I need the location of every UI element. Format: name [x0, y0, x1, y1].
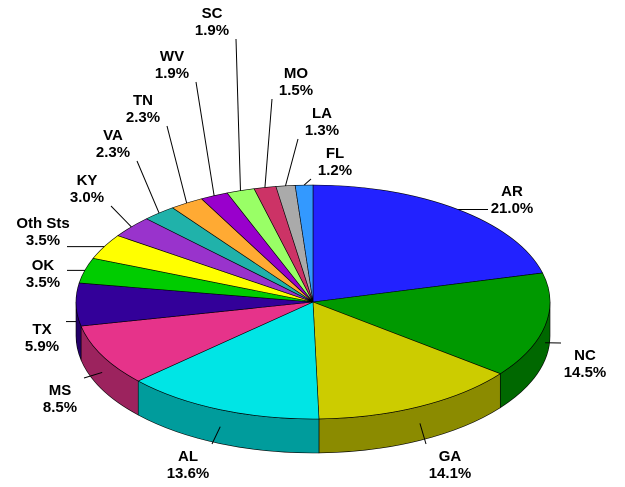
slice-label-value: 13.6% [167, 465, 210, 482]
slice-label-name: AL [178, 448, 198, 465]
slice-label-name: SC [202, 5, 223, 22]
slice-label-name: Oth Sts [16, 215, 69, 232]
slice-label-value: 2.3% [126, 109, 160, 126]
slice-label: VA 2.3% [96, 127, 130, 161]
slice-label: WV 1.9% [155, 48, 189, 82]
slice-label: MO 1.5% [279, 65, 313, 99]
slice-label-value: 3.5% [26, 274, 60, 291]
leader-line [285, 138, 299, 186]
slice-label: AL 13.6% [167, 448, 210, 482]
slice-label: AR 21.0% [491, 183, 534, 217]
leader-line [303, 178, 312, 186]
slice-label-name: AR [501, 183, 523, 200]
slice [80, 301, 314, 382]
leader-line [110, 205, 132, 228]
leader-line [166, 125, 188, 204]
leader-line [235, 38, 241, 191]
slice-label-name: FL [326, 145, 344, 162]
slice-label-name: KY [77, 172, 98, 189]
slice-label-name: TX [32, 321, 51, 338]
slice-label-name: LA [312, 105, 332, 122]
leader-line [136, 160, 160, 214]
slice-label-name: NC [574, 347, 596, 364]
slice-label-name: VA [103, 127, 123, 144]
slice-label-value: 14.1% [429, 465, 472, 482]
slice-label: TX 5.9% [25, 321, 59, 355]
slice-label-name: MO [284, 65, 308, 82]
slice-label-value: 3.5% [26, 232, 60, 249]
slice-label-value: 1.2% [318, 162, 352, 179]
leader-line [264, 98, 273, 188]
slice-label-name: WV [160, 48, 184, 65]
slice-label-value: 2.3% [96, 144, 130, 161]
slice-label-value: 14.5% [564, 364, 607, 381]
slice-label: KY 3.0% [70, 172, 104, 206]
slice-label-value: 8.5% [43, 399, 77, 416]
slice-label-value: 21.0% [491, 200, 534, 217]
slice-label: TN 2.3% [126, 92, 160, 126]
leader-line [195, 81, 215, 196]
slice-label: NC 14.5% [564, 347, 607, 381]
slice-label-value: 5.9% [25, 338, 59, 355]
slice-label: FL 1.2% [318, 145, 352, 179]
slice-label-name: GA [439, 448, 462, 465]
slice-label-name: OK [32, 257, 55, 274]
slice-label-value: 1.9% [195, 22, 229, 39]
slice-label-value: 3.0% [70, 189, 104, 206]
slice-label-value: 1.5% [279, 82, 313, 99]
slice [312, 301, 501, 420]
slice-label: SC 1.9% [195, 5, 229, 39]
leader-line [83, 371, 103, 379]
slice-label: OK 3.5% [26, 257, 60, 291]
slice-label: GA 14.1% [429, 448, 472, 482]
slice-label: MS 8.5% [43, 382, 77, 416]
slice-label-value: 1.3% [305, 122, 339, 139]
leader-line [211, 426, 221, 445]
slice-label-name: TN [133, 92, 153, 109]
slice-label-name: MS [49, 382, 72, 399]
slice-label: LA 1.3% [305, 105, 339, 139]
slice [312, 184, 544, 303]
leader-line [419, 423, 427, 445]
slice-label-value: 1.9% [155, 65, 189, 82]
slice [312, 272, 551, 375]
slice [137, 301, 320, 420]
slice-label: Oth Sts 3.5% [16, 215, 69, 249]
